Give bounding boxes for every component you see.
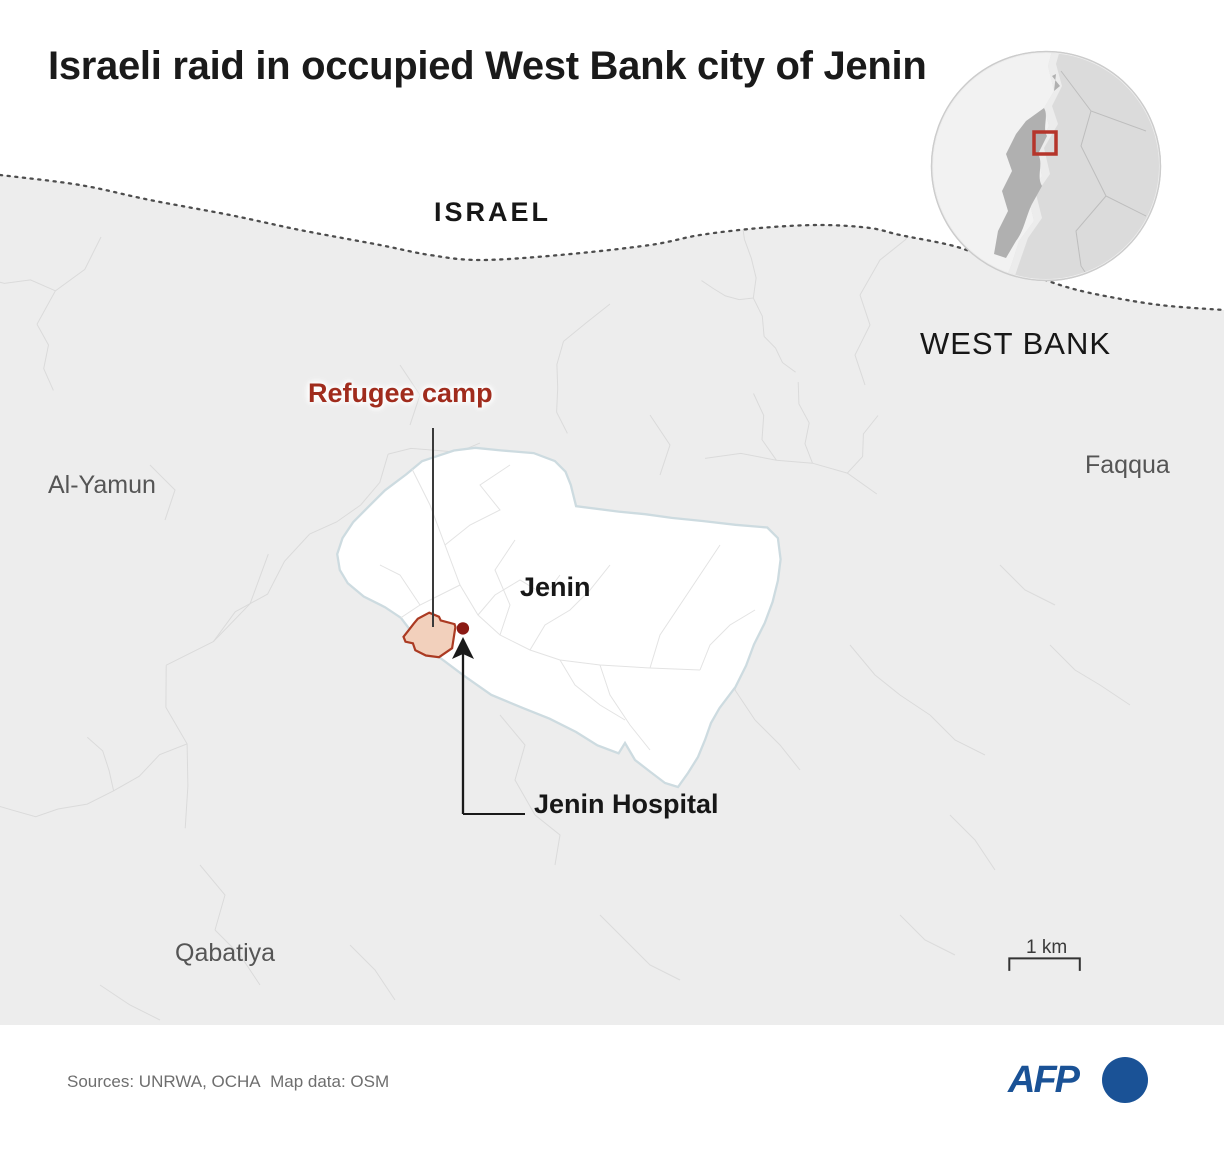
svg-text:AFP: AFP [1007,1059,1081,1101]
